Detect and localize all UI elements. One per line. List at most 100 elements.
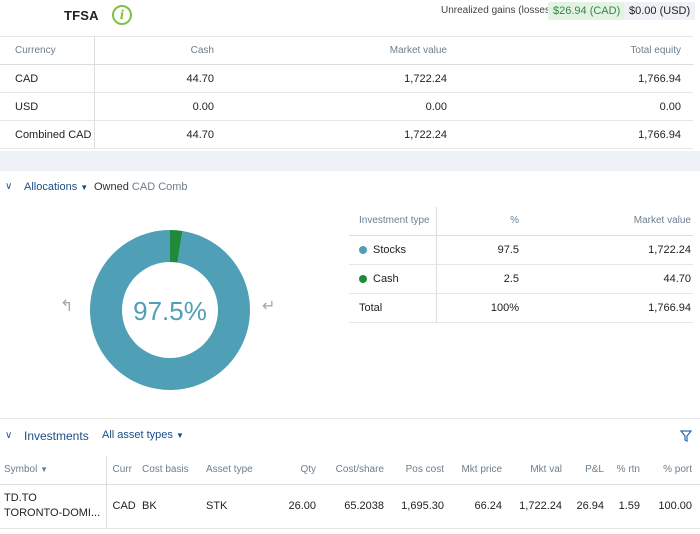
mkt-price-cell: 66.24 <box>444 484 502 529</box>
collapse-chevron-icon[interactable]: ∨ <box>5 181 13 192</box>
table-row: Cash 2.5 44.70 <box>349 264 693 294</box>
collapse-chevron-icon[interactable]: ∨ <box>5 430 13 441</box>
table-row[interactable]: TD.TO TORONTO-DOMI... CAD BK STK 26.00 65… <box>0 484 700 529</box>
mkt-val-cell: 1,722.24 <box>502 484 562 529</box>
cash-cell: 44.70 <box>94 64 216 93</box>
pnl-cell: 26.94 <box>562 484 604 529</box>
percent-cell: 97.5 <box>436 235 519 265</box>
caret-down-icon: ▼ <box>175 431 184 440</box>
total-percent: 100% <box>436 293 519 323</box>
col-cost-basis: Cost basis <box>142 456 206 485</box>
investments-header: ∨ Investments All asset types ▼ <box>0 418 700 448</box>
caret-down-icon: ▼ <box>80 183 89 192</box>
owned-label: Owned <box>94 181 129 193</box>
rotate-left-icon[interactable]: ↰ <box>60 298 74 315</box>
col-total-equity: Total equity <box>449 36 693 65</box>
col-mkt-val: Mkt val <box>502 456 562 485</box>
allocations-header: ∨ Allocations ▼ Owned CAD Comb <box>0 176 700 196</box>
investment-type-cell: Cash <box>349 264 437 294</box>
unrealized-gains-usd: $0.00 (USD) <box>624 2 696 20</box>
market-value-cell: 1,722.24 <box>216 120 449 149</box>
section-divider <box>0 151 700 171</box>
sort-caret-icon: ▼ <box>40 465 49 475</box>
total-value: 1,766.94 <box>519 293 693 323</box>
allocations-dropdown[interactable]: Allocations ▼ <box>24 181 88 193</box>
asset-type-filter-label: All asset types <box>102 429 173 441</box>
market-value-cell: 1,722.24 <box>216 64 449 93</box>
unrealized-gains-label: Unrealized gains (losses) <box>441 5 554 16</box>
col-rtn: % rtn <box>604 456 640 485</box>
info-icon[interactable]: i <box>112 5 132 25</box>
currency-cell: USD <box>0 92 95 121</box>
donut-center-label: 97.5% <box>133 296 207 326</box>
security-name: TORONTO-DOMI... <box>4 507 101 519</box>
table-row: Combined CAD 44.70 1,722.24 1,766.94 <box>0 120 693 149</box>
unrealized-gains-cad: $26.94 (CAD) <box>548 2 626 20</box>
col-symbol-label: Symbol <box>4 464 38 476</box>
col-market-value: Market value <box>216 36 449 65</box>
symbol-cell[interactable]: TD.TO TORONTO-DOMI... <box>0 484 107 529</box>
owned-toggle[interactable]: Owned CAD Comb <box>94 181 188 193</box>
qty-cell: 26.00 <box>270 484 316 529</box>
col-currency: Currency <box>0 36 95 65</box>
rotate-right-icon[interactable]: ↵ <box>262 298 276 315</box>
allocation-donut: 97.5% <box>60 220 290 400</box>
allocation-header-row: Investment type % Market value <box>349 207 693 236</box>
market-value-cell: 44.70 <box>519 264 693 294</box>
table-row: Stocks 97.5 1,722.24 <box>349 235 693 265</box>
col-investment-type: Investment type <box>349 207 437 236</box>
balances-table: Currency Cash Market value Total equity … <box>0 36 693 149</box>
investments-table: Symbol ▼ Curr Cost basis Asset type Qty … <box>0 456 700 529</box>
col-asset-type: Asset type <box>206 456 270 485</box>
col-qty: Qty <box>270 456 316 485</box>
col-percent: % <box>436 207 519 236</box>
market-value-cell: 1,722.24 <box>519 235 693 265</box>
percent-cell: 2.5 <box>436 264 519 294</box>
total-equity-cell: 1,766.94 <box>449 64 693 93</box>
cash-cell: 0.00 <box>94 92 216 121</box>
cash-cell: 44.70 <box>94 120 216 149</box>
col-curr: Curr <box>106 456 142 485</box>
filter-funnel-icon[interactable] <box>680 430 692 442</box>
curr-cell: CAD <box>106 484 142 529</box>
stocks-dot-icon <box>359 245 367 254</box>
table-row: USD 0.00 0.00 0.00 <box>0 92 693 121</box>
pos-cost-cell: 1,695.30 <box>384 484 444 529</box>
total-equity-cell: 1,766.94 <box>449 120 693 149</box>
col-mkt-price: Mkt price <box>444 456 502 485</box>
type-label: Stocks <box>373 243 407 256</box>
type-label: Cash <box>373 272 399 285</box>
col-pos-cost: Pos cost <box>384 456 444 485</box>
total-row: Total 100% 1,766.94 <box>349 293 693 323</box>
currency-cell: CAD <box>0 64 95 93</box>
cash-dot-icon <box>359 274 367 283</box>
total-equity-cell: 0.00 <box>449 92 693 121</box>
col-pnl: P&L <box>562 456 604 485</box>
col-market-value: Market value <box>519 207 693 236</box>
col-port: % port <box>640 456 700 485</box>
col-cost-share: Cost/share <box>316 456 384 485</box>
table-row: CAD 44.70 1,722.24 1,766.94 <box>0 64 693 93</box>
asset-type-cell: STK <box>206 484 270 529</box>
market-value-cell: 0.00 <box>216 92 449 121</box>
account-header: TFSA i Unrealized gains (losses) $26.94 … <box>0 0 700 34</box>
total-label: Total <box>349 293 437 323</box>
col-symbol[interactable]: Symbol ▼ <box>0 456 107 485</box>
donut-chart: 97.5% <box>89 230 250 390</box>
rtn-cell: 1.59 <box>604 484 640 529</box>
col-cash: Cash <box>94 36 216 65</box>
donut-hole <box>122 262 218 358</box>
cost-basis-cell: BK <box>142 484 206 529</box>
port-cell: 100.00 <box>640 484 700 529</box>
investments-header-row: Symbol ▼ Curr Cost basis Asset type Qty … <box>0 456 700 485</box>
allocations-title: Allocations <box>24 181 78 193</box>
cost-share-cell: 65.2038 <box>316 484 384 529</box>
balances-header-row: Currency Cash Market value Total equity <box>0 36 693 65</box>
investments-title: Investments <box>24 429 89 443</box>
currency-view-label: CAD Comb <box>131 181 188 193</box>
asset-type-filter[interactable]: All asset types ▼ <box>102 429 184 441</box>
allocation-table: Investment type % Market value Stocks 97… <box>349 207 693 323</box>
account-name: TFSA <box>64 8 99 23</box>
currency-cell: Combined CAD <box>0 120 95 149</box>
investment-type-cell: Stocks <box>349 235 437 265</box>
